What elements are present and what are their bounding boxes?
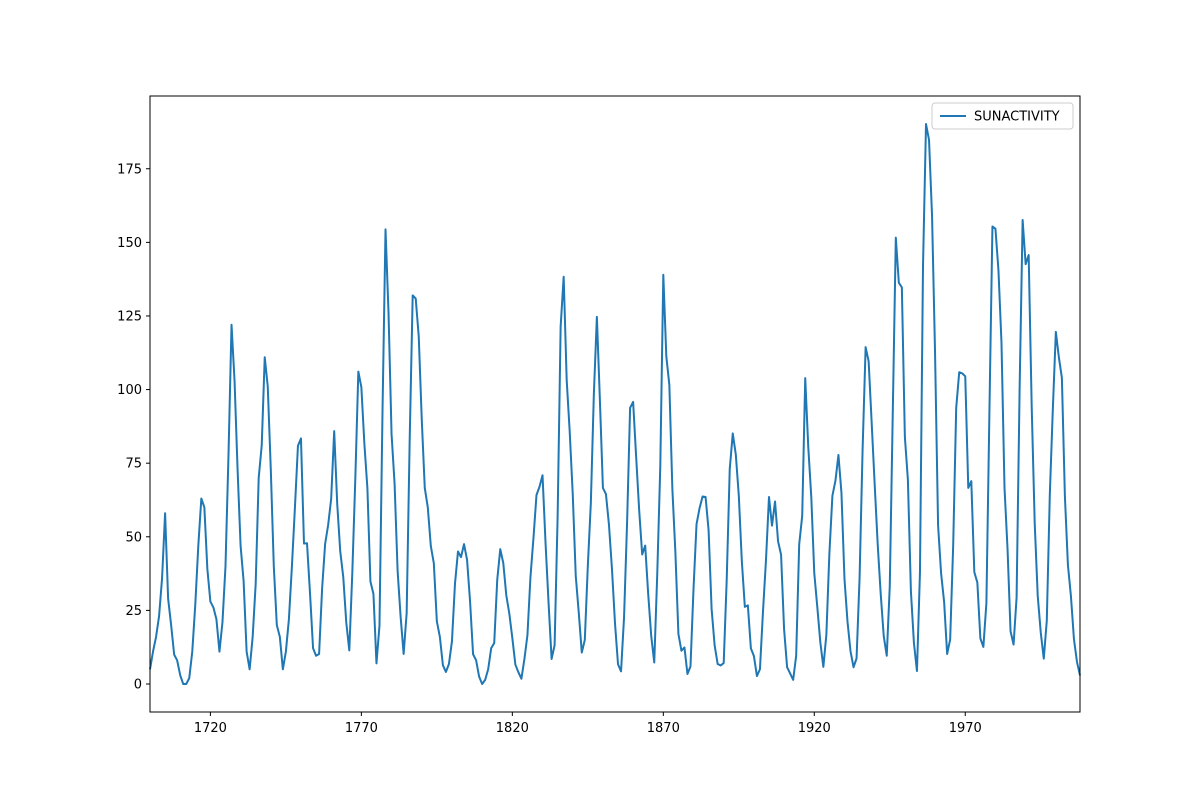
y-tick-label: 50 [125,530,142,545]
legend-label: SUNACTIVITY [974,110,1060,125]
x-tick-label: 1870 [647,721,680,736]
x-tick-label: 1820 [496,721,529,736]
x-tick-label: 1920 [798,721,831,736]
line [149,123,1081,685]
x-tick-label: 1970 [949,721,982,736]
y-tick-label: 75 [125,457,142,472]
y-tick-label: 0 [134,678,142,693]
x-tick-label: 1770 [345,721,378,736]
legend-box [931,102,1074,130]
y-tick-label: 25 [125,604,142,619]
plot-frame [149,95,1081,713]
y-tick-label: 100 [117,383,142,398]
y-tick-label: 125 [117,309,142,324]
x-tick-label: 1720 [194,721,227,736]
y-tick-label: 150 [117,236,142,251]
y-tick-label: 175 [117,162,142,177]
